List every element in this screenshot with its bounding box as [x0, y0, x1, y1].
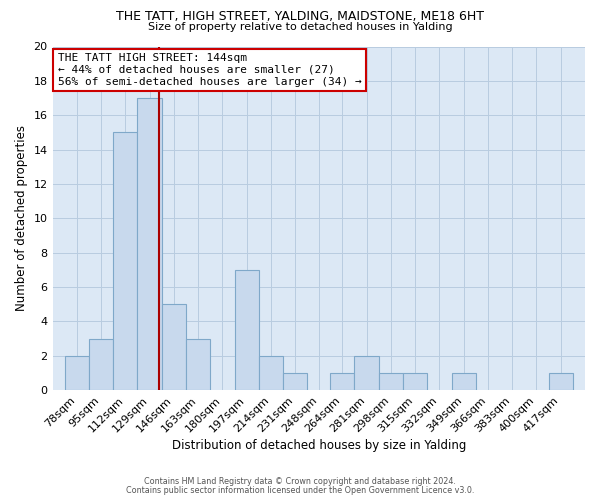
Bar: [186, 338, 210, 390]
Text: Size of property relative to detached houses in Yalding: Size of property relative to detached ho…: [148, 22, 452, 32]
Bar: [379, 373, 403, 390]
Bar: [330, 373, 355, 390]
Bar: [355, 356, 379, 390]
Y-axis label: Number of detached properties: Number of detached properties: [15, 126, 28, 312]
Bar: [403, 373, 427, 390]
Bar: [65, 356, 89, 390]
X-axis label: Distribution of detached houses by size in Yalding: Distribution of detached houses by size …: [172, 440, 466, 452]
Text: Contains public sector information licensed under the Open Government Licence v3: Contains public sector information licen…: [126, 486, 474, 495]
Text: THE TATT HIGH STREET: 144sqm
← 44% of detached houses are smaller (27)
56% of se: THE TATT HIGH STREET: 144sqm ← 44% of de…: [58, 54, 362, 86]
Bar: [235, 270, 259, 390]
Bar: [113, 132, 137, 390]
Bar: [137, 98, 162, 390]
Bar: [283, 373, 307, 390]
Bar: [89, 338, 113, 390]
Bar: [162, 304, 186, 390]
Text: Contains HM Land Registry data © Crown copyright and database right 2024.: Contains HM Land Registry data © Crown c…: [144, 477, 456, 486]
Text: THE TATT, HIGH STREET, YALDING, MAIDSTONE, ME18 6HT: THE TATT, HIGH STREET, YALDING, MAIDSTON…: [116, 10, 484, 23]
Bar: [259, 356, 283, 390]
Bar: [548, 373, 573, 390]
Bar: [452, 373, 476, 390]
